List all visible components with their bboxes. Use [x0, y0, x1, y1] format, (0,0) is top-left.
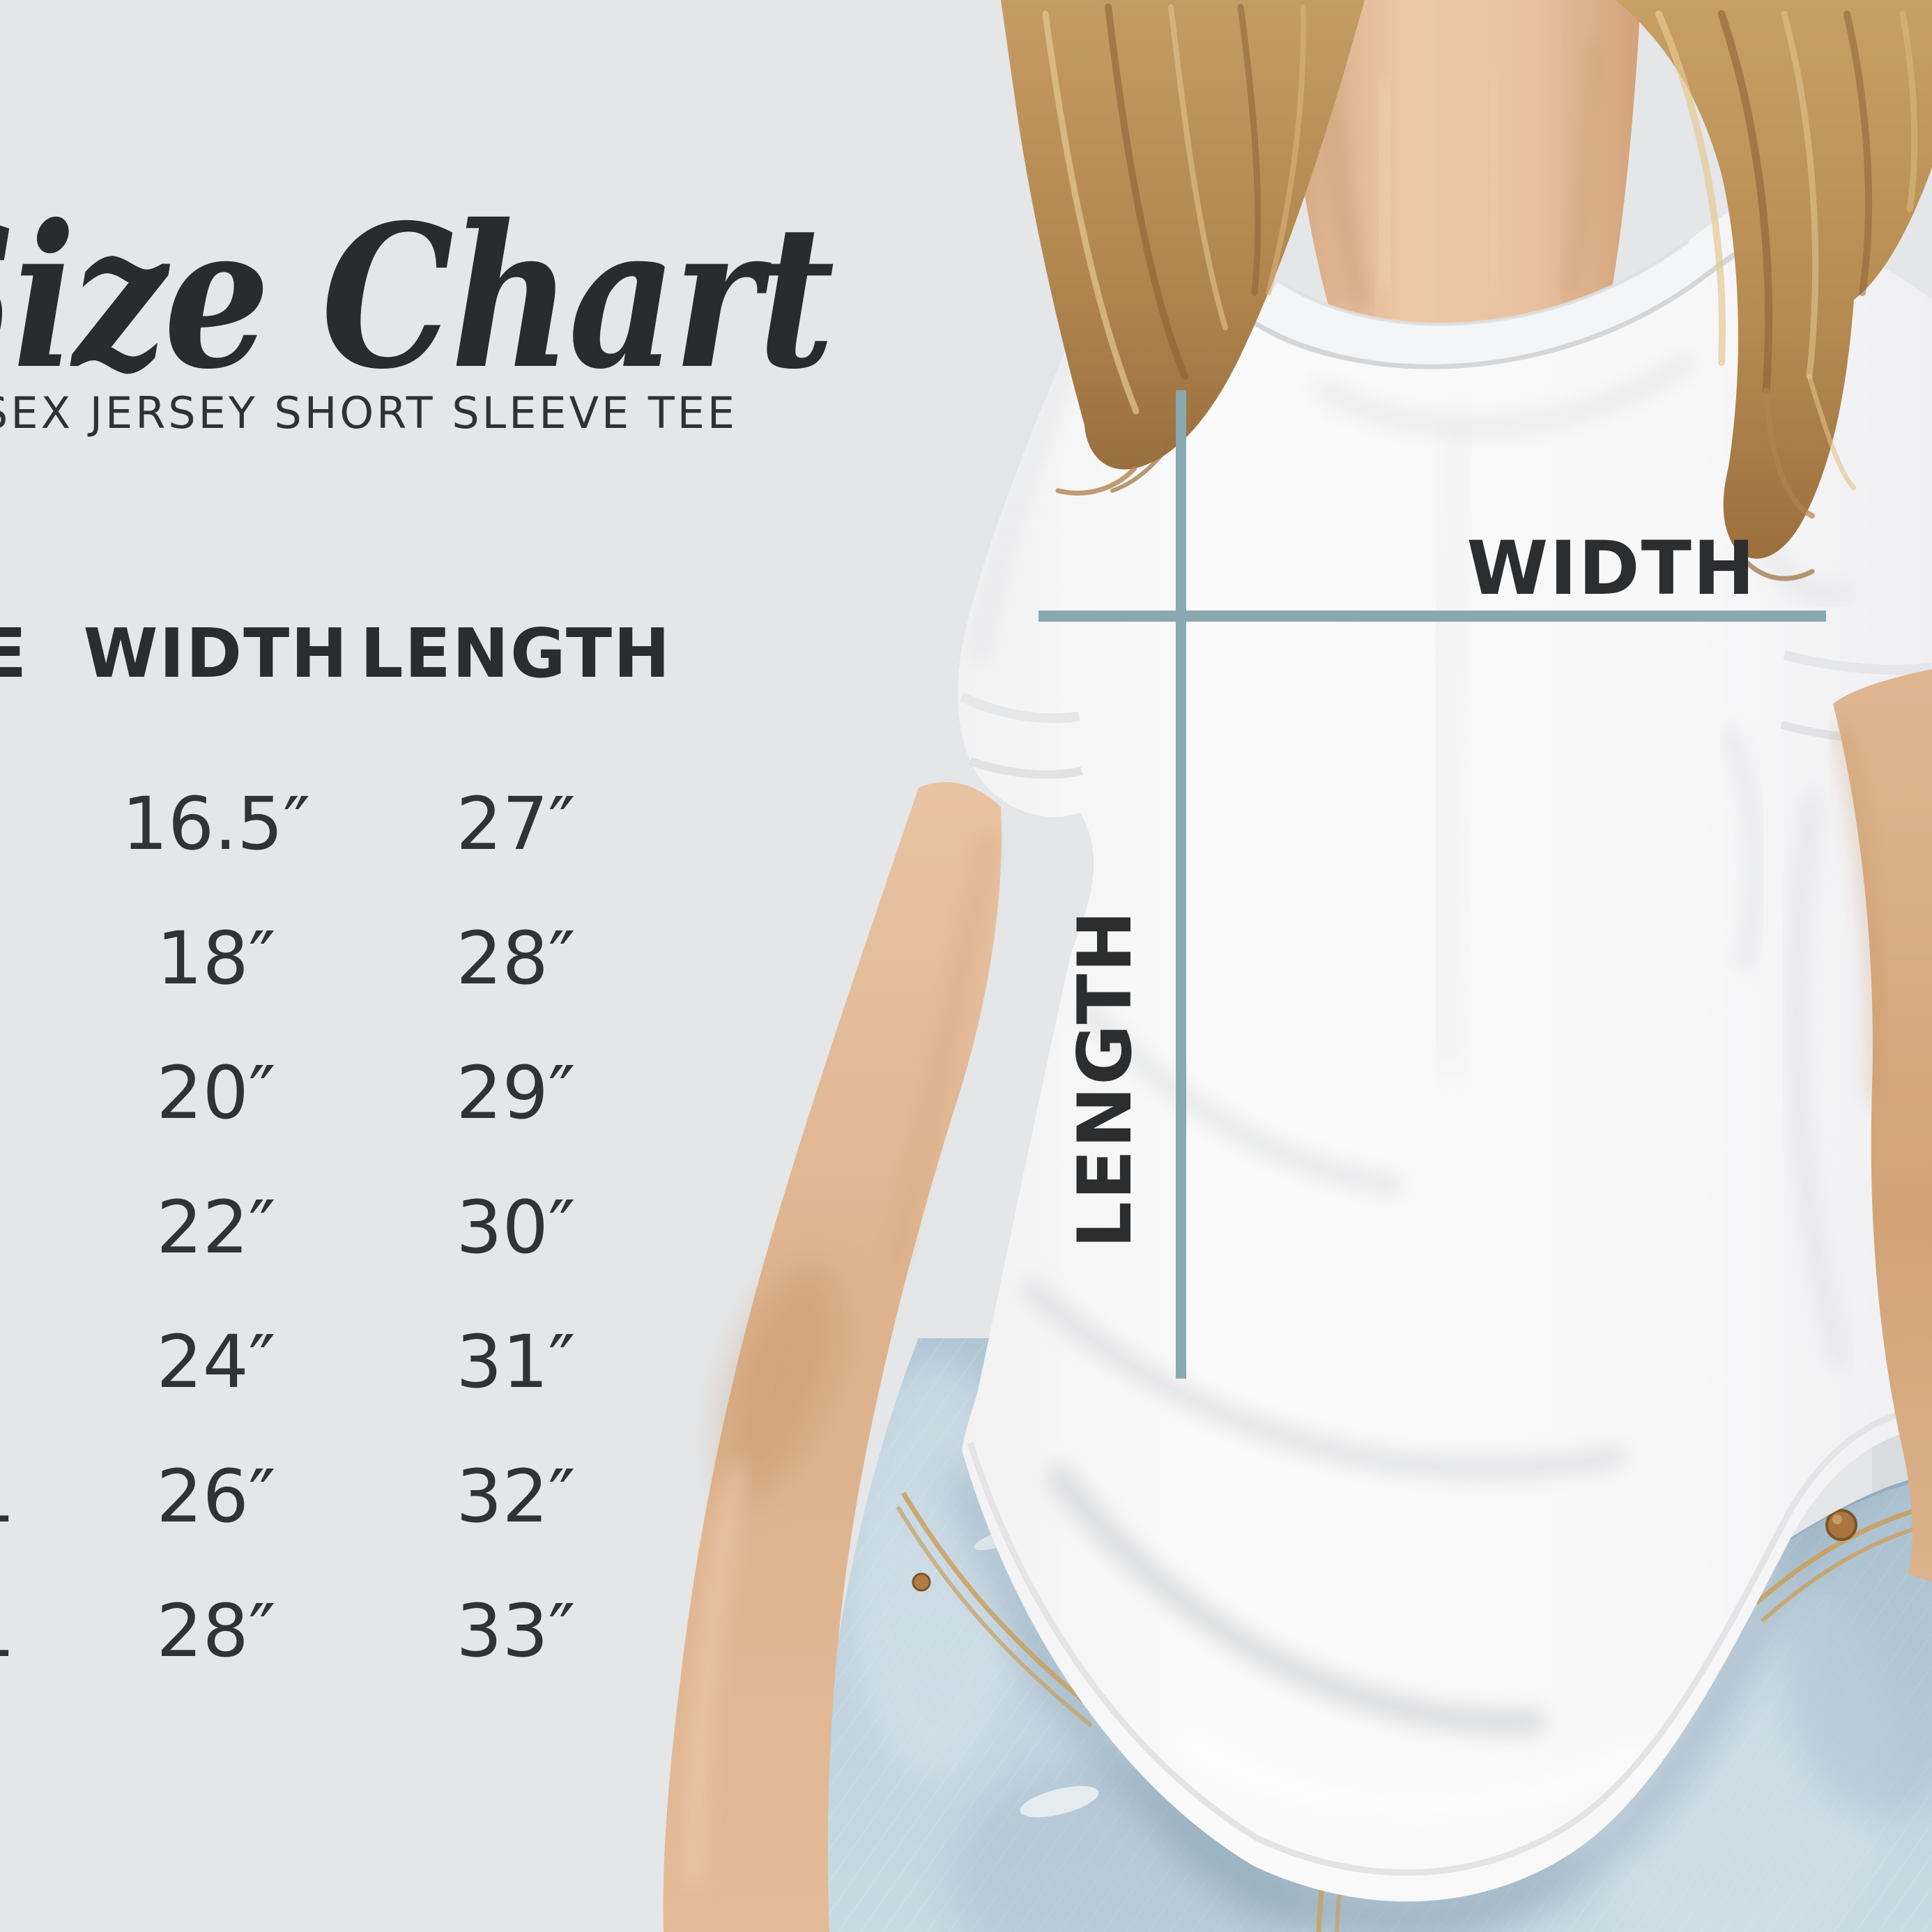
column-header-length: LENGTH [360, 614, 672, 693]
tee-folds [971, 341, 1856, 1815]
width-line [1038, 611, 1826, 622]
neck-skin [1280, 0, 1641, 339]
width-cell: 28″ [156, 1588, 276, 1673]
size-cell: XL [0, 1294, 28, 1429]
measurement-overlay: WIDTH LENGTH [1038, 390, 1826, 1379]
length-cell: 28″ [456, 915, 576, 1001]
column-header-width: WIDTH [83, 614, 349, 693]
size-table: SIZE WIDTH LENGTH XS 16.5″ 27″ S 18″ 28″… [0, 589, 672, 1698]
left-sleeve-cuff [960, 692, 1083, 779]
width-cell: 22″ [156, 1184, 276, 1270]
size-cell: S [0, 891, 28, 1025]
tee-shirt [958, 220, 1932, 1902]
width-cell: 18″ [156, 915, 276, 1001]
length-cell: 32″ [456, 1453, 576, 1539]
length-cell: 30″ [456, 1184, 576, 1270]
page-title: Size Chart [0, 181, 835, 413]
pocket-rivet [912, 1572, 931, 1592]
width-label: WIDTH [1466, 526, 1756, 611]
length-cell: 29″ [456, 1050, 576, 1135]
length-cell: 31″ [456, 1319, 576, 1404]
jeans-button [1825, 1509, 1857, 1541]
width-cell: 16.5″ [121, 781, 311, 866]
size-cell: L [0, 1160, 28, 1294]
size-cell: 3XL [0, 1563, 28, 1698]
column-header-size: SIZE [0, 614, 29, 693]
left-arm [663, 782, 1002, 1932]
table-spacer [0, 718, 627, 756]
length-cell: 27″ [456, 781, 576, 866]
hair-right [1616, 0, 1932, 581]
size-cell: 2XL [0, 1429, 28, 1563]
length-label: LENGTH [1062, 910, 1148, 1249]
size-cell: XS [0, 756, 28, 891]
width-cell: 24″ [156, 1319, 276, 1404]
size-cell: M [0, 1025, 28, 1160]
width-cell: 26″ [156, 1453, 276, 1539]
length-cell: 33″ [456, 1588, 576, 1673]
width-cell: 20″ [156, 1050, 276, 1135]
right-arm [1833, 669, 1932, 1582]
length-line [1176, 390, 1186, 1379]
page-subtitle: UNISEX JERSEY SHORT SLEEVE TEE [0, 388, 738, 438]
hair-left [1001, 0, 1365, 496]
